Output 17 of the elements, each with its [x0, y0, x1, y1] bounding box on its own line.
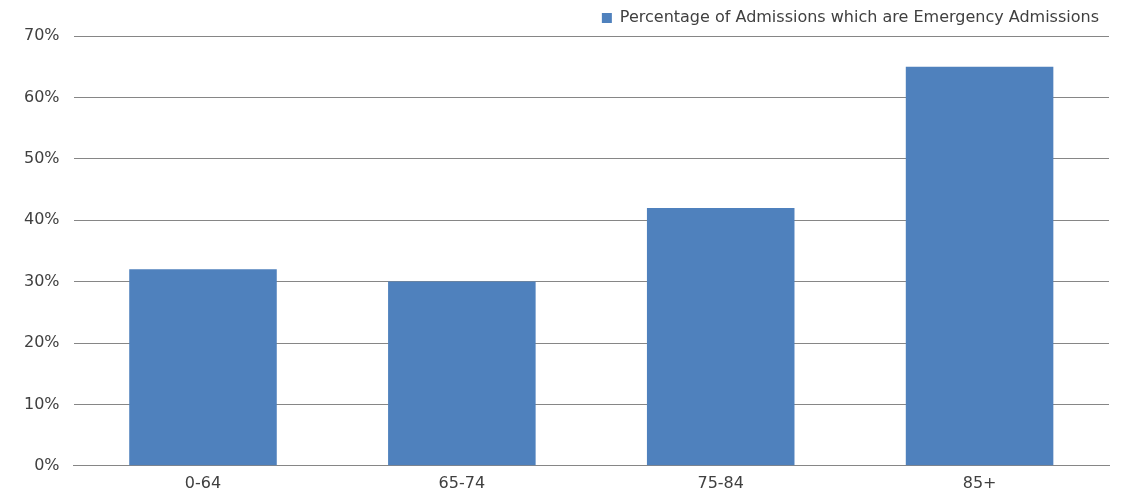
bar: [905, 66, 1054, 466]
y-tick-label: 30%: [24, 270, 60, 290]
x-tick-label: 65-74: [438, 472, 486, 492]
legend-label: Percentage of Admissions which are Emergency Admissions: [619, 7, 1099, 27]
y-tick-label: 40%: [24, 209, 60, 229]
y-tick-label: 20%: [24, 332, 60, 352]
y-tick-label: 70%: [24, 25, 60, 45]
bar: [646, 207, 795, 466]
x-tick-label: 85+: [962, 472, 997, 492]
y-tick-label: 10%: [24, 393, 60, 413]
y-tick-label: 50%: [24, 147, 60, 167]
x-tick-label: 75-84: [697, 472, 744, 492]
bar: [388, 281, 536, 466]
y-tick-label: 0%: [34, 454, 60, 474]
bar: [129, 269, 277, 466]
y-tick-label: 60%: [24, 86, 60, 106]
x-tick-label: 0-64: [184, 472, 222, 492]
